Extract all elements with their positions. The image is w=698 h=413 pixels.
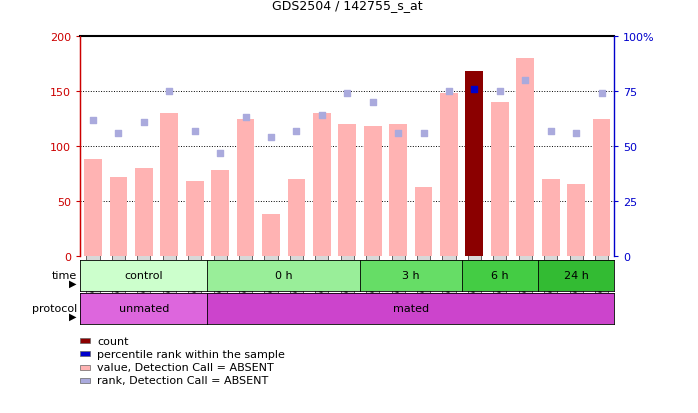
Bar	[288, 179, 305, 256]
Point	[418, 130, 429, 137]
Text: 24 h: 24 h	[564, 271, 588, 281]
Text: control: control	[124, 271, 163, 281]
Bar	[364, 127, 382, 256]
Point	[214, 150, 225, 157]
Point	[291, 128, 302, 135]
Point	[163, 89, 174, 95]
Text: 0 h: 0 h	[275, 271, 292, 281]
Bar	[466, 72, 483, 256]
Bar	[313, 114, 331, 256]
Point	[570, 130, 581, 137]
Point	[87, 117, 98, 123]
Bar	[415, 187, 433, 256]
Text: rank, Detection Call = ABSENT: rank, Detection Call = ABSENT	[97, 375, 268, 385]
Point	[113, 130, 124, 137]
Bar	[440, 94, 458, 256]
Text: 6 h: 6 h	[491, 271, 509, 281]
Bar	[211, 171, 229, 256]
Text: value, Detection Call = ABSENT: value, Detection Call = ABSENT	[97, 362, 274, 372]
Point	[443, 89, 454, 95]
Bar	[161, 114, 178, 256]
Text: mated: mated	[393, 304, 429, 314]
Bar	[517, 59, 534, 256]
Bar	[339, 125, 356, 256]
Point	[189, 128, 200, 135]
Bar	[237, 119, 255, 256]
Bar	[135, 169, 153, 256]
Bar	[593, 119, 611, 256]
Bar	[389, 125, 407, 256]
Text: count: count	[97, 336, 128, 346]
Point	[469, 86, 480, 93]
Point	[138, 119, 149, 126]
Point	[240, 115, 251, 121]
Text: time: time	[52, 271, 77, 281]
Text: unmated: unmated	[119, 304, 169, 314]
Text: GDS2504 / 142755_s_at: GDS2504 / 142755_s_at	[272, 0, 422, 12]
Point	[342, 91, 352, 97]
Point	[545, 128, 556, 135]
Text: ▶: ▶	[69, 278, 77, 288]
Point	[596, 91, 607, 97]
Bar	[491, 103, 509, 256]
Bar	[567, 185, 585, 256]
Bar	[84, 160, 102, 256]
Point	[316, 113, 327, 119]
Point	[265, 135, 276, 141]
Bar	[262, 214, 280, 256]
Text: percentile rank within the sample: percentile rank within the sample	[97, 349, 285, 359]
Point	[367, 100, 378, 106]
Text: ▶: ▶	[69, 311, 77, 321]
Text: 3 h: 3 h	[402, 271, 419, 281]
Bar	[110, 177, 127, 256]
Bar	[186, 182, 204, 256]
Point	[392, 130, 403, 137]
Point	[519, 78, 530, 84]
Text: protocol: protocol	[31, 304, 77, 314]
Point	[494, 89, 505, 95]
Bar	[542, 179, 560, 256]
